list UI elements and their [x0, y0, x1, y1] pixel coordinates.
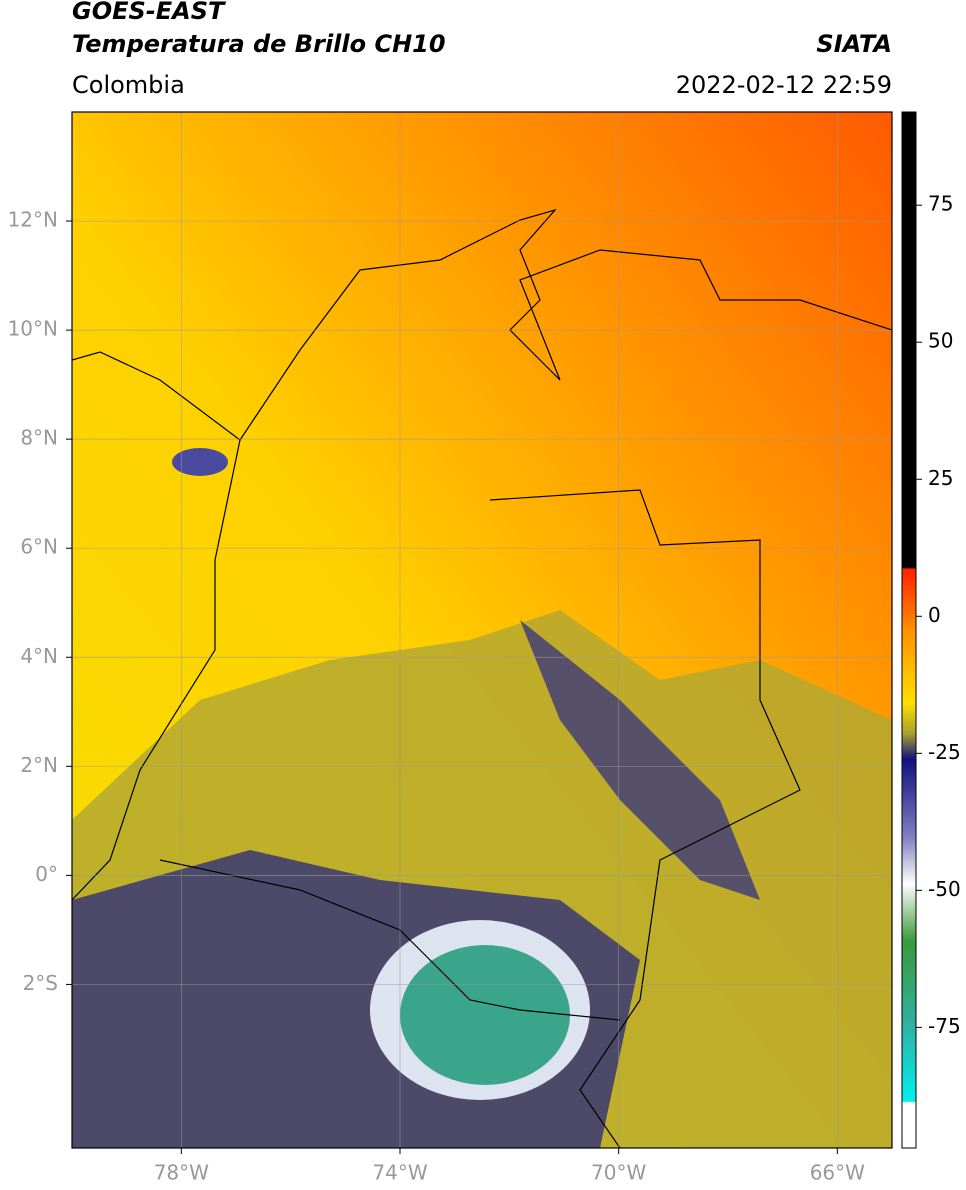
border [159, 859, 621, 1021]
cloud-core [400, 945, 570, 1085]
y-tick-label: 2°N [20, 753, 58, 777]
y-tick-label: 10°N [8, 317, 58, 341]
title: GOES-EAST [72, 0, 226, 25]
x-tick-label: 70°W [591, 1161, 646, 1185]
source: SIATA [816, 30, 892, 58]
map-frame [71, 111, 893, 1149]
colorbar-label: -75 [928, 1014, 961, 1038]
graticule [72, 112, 892, 1148]
y-tick-label: 6°N [20, 535, 58, 559]
y-tick-label: 2°S [23, 971, 58, 995]
x-tick-label: 74°W [372, 1161, 427, 1185]
satellite-image [72, 112, 892, 1148]
colorbar-label: -50 [928, 877, 961, 901]
coastline [72, 351, 241, 901]
x-tick-label: 78°W [154, 1161, 209, 1185]
y-tick-label: 4°N [20, 644, 58, 668]
y-tick-label: 8°N [20, 426, 58, 450]
y-tick-label: 0° [35, 862, 58, 886]
subtitle: Temperatura de Brillo CH10 [72, 30, 446, 58]
colorbar-label: -25 [928, 740, 961, 764]
datetime: 2022-02-12 22:59 [676, 71, 892, 99]
region: Colombia [72, 71, 185, 99]
colorbar-label: 0 [928, 603, 941, 627]
x-tick-label: 66°W [810, 1161, 865, 1185]
colorbar-label: 25 [928, 466, 953, 490]
colorbar-label: 75 [928, 192, 953, 216]
border [489, 489, 801, 1148]
colorbar [901, 111, 917, 1149]
cloud-band [520, 620, 760, 900]
colorbar-label: 50 [928, 329, 953, 353]
cloud-cell [172, 448, 228, 476]
y-tick-label: 12°N [8, 208, 58, 232]
